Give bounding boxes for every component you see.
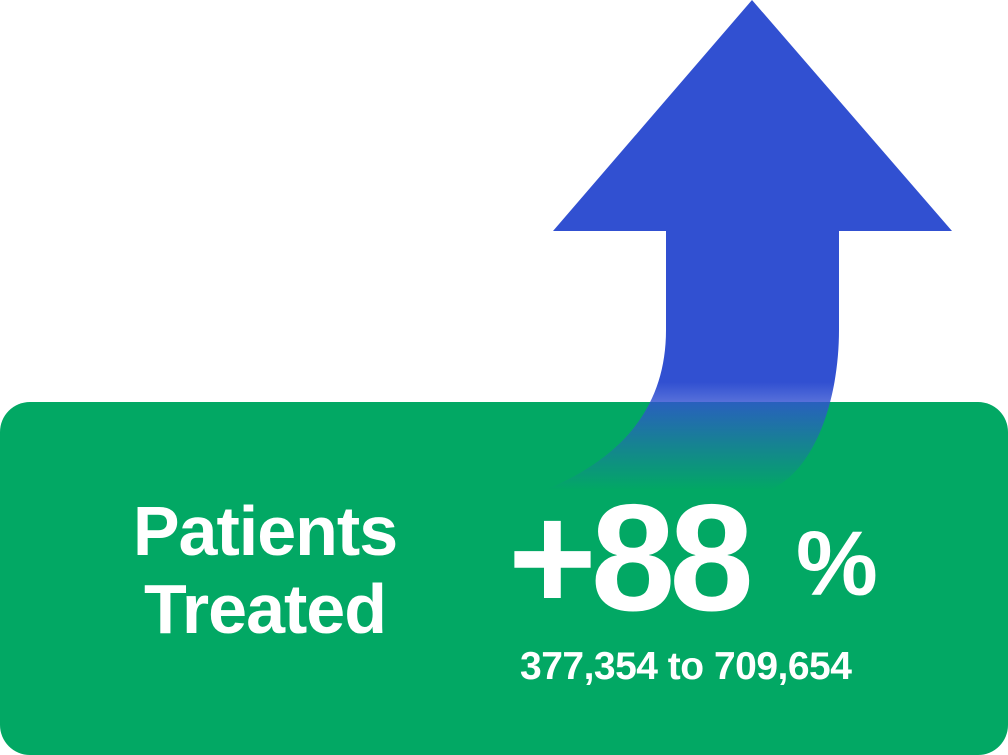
metric-change-unit: %: [796, 513, 878, 615]
metric-range: 377,354 to 709,654: [520, 645, 852, 688]
metric-label-line1: Patients: [132, 492, 398, 570]
metric-change-value: +88: [508, 473, 754, 643]
metric-change: +88 %: [508, 478, 908, 638]
metric-label-line2: Treated: [144, 570, 387, 648]
metric-label: Patients Treated: [125, 492, 405, 648]
